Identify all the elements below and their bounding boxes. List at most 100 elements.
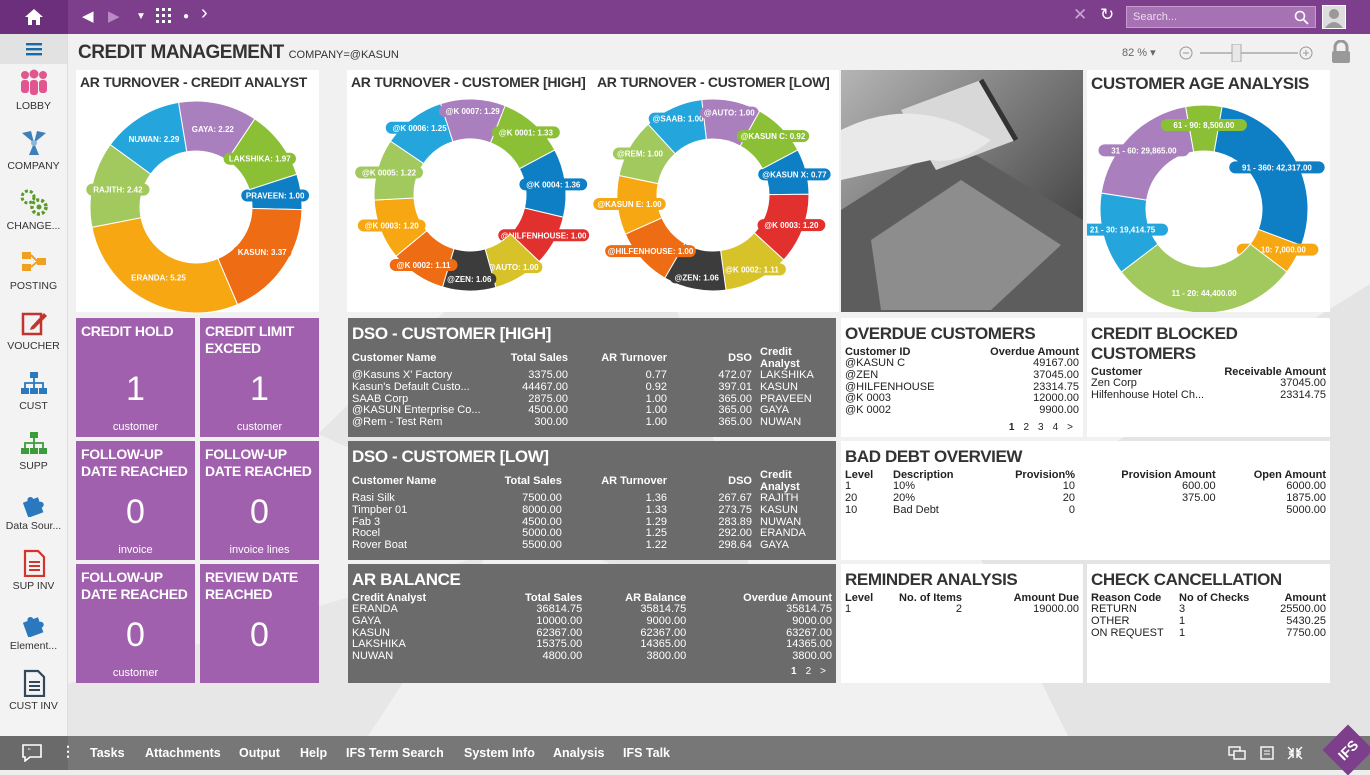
sidebar-item-change[interactable]: CHANGE... [0,184,67,244]
table-row[interactable]: RETURN 3 25500.00 [1091,603,1326,615]
page-link[interactable]: 1 [1008,422,1015,433]
sidebar-item-voucher[interactable]: VOUCHER [0,304,67,364]
table-row[interactable]: 1 10% 10 600.00 6000.00 [845,480,1326,492]
sidebar: LOBBY COMPANY CHANGE... POSTING VOUCHER … [0,34,68,736]
tasks-link[interactable]: Tasks [90,746,125,760]
age-donut-chart[interactable]: 91 - 360: 42,317.00 1 - 10: 7,000.00 11 - … [1077,96,1330,314]
donut-slice[interactable] [91,217,239,314]
table-row[interactable]: NUWAN 4800.00 3800.00 3800.00 [352,650,832,663]
table-row[interactable]: ERANDA 36814.75 35814.75 35814.75 [352,603,832,615]
chat-button[interactable]: “ [0,736,68,770]
data-label: @ZEN: 1.06 [442,272,497,285]
list-icon[interactable] [1258,746,1274,760]
table-row[interactable]: Timpber 01 8000.00 1.33 273.75 KASUN [352,503,798,516]
home-button[interactable] [0,0,68,34]
sidebar-item-data-sources[interactable]: Data Sour... [0,484,67,544]
zoom-slider[interactable] [1178,44,1328,62]
ifs-talk-link[interactable]: IFS Talk [623,746,671,760]
table-row[interactable]: @K 0002 9900.00 [845,404,1079,417]
table-row[interactable]: @KASUN C 49167.00 [845,357,1079,369]
close-icon[interactable]: ✕ [1073,5,1088,24]
table-row[interactable]: 10 Bad Debt 0 5000.00 [845,503,1326,516]
data-label: PRAVEEN: 1.00 [241,189,310,202]
credit-limit-tile[interactable]: CREDIT LIMIT EXCEED 1 customer [200,318,319,437]
dso-high-table: Customer Name Total Sales AR Turnover DS… [348,346,836,429]
windows-icon[interactable] [1228,746,1246,760]
table-row[interactable]: @Rem - Test Rem 300.00 1.00 365.00 NUWAN [352,416,802,429]
term-search-link[interactable]: IFS Term Search [346,746,444,760]
table-row[interactable]: SAAB Corp 2875.00 1.00 365.00 PRAVEEN [352,392,812,405]
avatar[interactable] [1322,5,1346,29]
sidebar-item-posting[interactable]: POSTING [0,244,67,304]
sidebar-item-sup-inv[interactable]: SUP INV [0,544,67,604]
table-row[interactable]: Rasi Silk 7500.00 1.36 267.67 RAJITH [352,492,799,504]
analyst-donut-chart[interactable]: PRAVEEN: 1.00 KASUN: 3.37 ERANDA: 5.25 RAJI… [76,94,319,314]
review-date-tile[interactable]: REVIEW DATE REACHED 0 [200,564,319,683]
data-label: NUWAN: 2.29 [124,132,184,145]
page-link[interactable]: 4 [1052,422,1059,433]
back-icon[interactable]: ◀ [82,8,94,25]
page-link[interactable]: 2 [805,666,812,677]
more-vertical-icon[interactable]: ⋮ [61,743,75,759]
menu-button[interactable] [0,34,67,64]
page-link[interactable]: 1 [791,666,797,677]
chevron-right-icon[interactable]: › [201,2,208,24]
table-row[interactable]: Rocel 5000.00 1.25 292.00 ERANDA [352,527,806,540]
table-row[interactable]: Rover Boat 5500.00 1.22 298.64 GAYA [352,539,789,552]
sidebar-item-company[interactable]: COMPANY [0,124,67,184]
table-row[interactable]: OTHER 1 5430.25 [1091,614,1326,627]
ar-balance-panel: AR BALANCE Credit Analyst Total Sales AR… [348,564,836,683]
followup-lines-tile[interactable]: FOLLOW-UP DATE REACHED 0 invoice lines [200,441,319,560]
tile-value: 0 [126,616,145,654]
data-label: @SAAB: 1.00 [648,112,708,125]
sidebar-item-elements[interactable]: Element... [0,604,67,664]
table-row[interactable]: @K 0003 12000.00 [845,392,1079,405]
credit-hold-tile[interactable]: CREDIT HOLD 1 customer [76,318,195,437]
table-row[interactable]: @ZEN 37045.00 [845,368,1079,381]
sidebar-item-lobby[interactable]: LOBBY [0,64,67,124]
output-link[interactable]: Output [239,746,280,760]
attachments-link[interactable]: Attachments [145,746,221,760]
page-link[interactable]: 3 [1038,422,1044,433]
next-page-link[interactable]: > [820,666,826,677]
table-row[interactable]: Kasun's Default Custo... 44467.00 0.92 397.… [352,380,798,393]
table-row[interactable]: KASUN 62367.00 62367.00 63267.00 [352,626,832,639]
lock-icon[interactable] [1330,40,1352,64]
table-row[interactable]: @Kasuns X' Factory 3375.00 0.77 472.07 LAKSH… [352,369,814,381]
sidebar-item-cust[interactable]: CUST [0,364,67,424]
next-page-link[interactable]: > [1067,422,1073,433]
refresh-icon[interactable]: ↻ [1100,5,1115,24]
search-icon[interactable] [1294,10,1309,25]
history-dropdown-icon[interactable]: ▼ [136,11,146,22]
data-label: @K 0003: 1.20 [357,219,426,232]
low-donut-chart[interactable]: @KASUN X: 0.77 @K 0003: 1.20 @K 0002: 1.11… [593,92,839,312]
pagination[interactable]: 1 2 > [782,666,826,677]
table-row[interactable]: LAKSHIKA 15375.00 14365.00 14365.00 [352,638,832,651]
forward-icon[interactable]: ▶ [108,8,120,25]
table-row[interactable]: 20 20% 20 375.00 1875.00 [845,491,1326,504]
dot-icon[interactable]: ● [183,11,190,22]
collapse-icon[interactable] [1286,745,1304,761]
svg-text:@SAAB: 1.00: @SAAB: 1.00 [653,115,704,124]
donut-slice[interactable] [1120,243,1288,314]
sidebar-item-supp[interactable]: SUPP [0,424,67,484]
high-donut-chart[interactable]: @K 0004: 1.36 @HILFENHOUSE: 1.00 @AUTO: 1.… [347,92,593,312]
system-info-link[interactable]: System Info [464,746,535,760]
help-link[interactable]: Help [300,746,328,760]
table-row[interactable]: 1 2 19000.00 [845,603,1079,615]
table-row[interactable]: GAYA 10000.00 9000.00 9000.00 [352,614,832,627]
table-row[interactable]: @HILFENHOUSE 23314.75 [845,380,1079,393]
analysis-link[interactable]: Analysis [553,746,605,760]
table-row[interactable]: ON REQUEST 1 7750.00 [1091,626,1326,639]
page-link[interactable]: 2 [1023,422,1030,433]
apps-grid-icon[interactable] [156,8,172,29]
table-row[interactable]: Hilfenhouse Hotel Ch... 23314.75 [1091,388,1326,401]
table-row[interactable]: @KASUN Enterprise Co... 4500.00 1.00 365.00… [352,404,789,417]
search-input[interactable]: Search... [1126,6,1316,28]
sidebar-item-cust-inv[interactable]: CUST INV [0,664,67,724]
followup-invoice-tile[interactable]: FOLLOW-UP DATE REACHED 0 invoice [76,441,195,560]
followup-customer-tile[interactable]: FOLLOW-UP DATE REACHED 0 customer [76,564,195,683]
pagination[interactable]: 1 2 3 4 > [1000,422,1073,433]
table-row[interactable]: Fab 3 4500.00 1.29 283.89 NUWAN [352,515,802,528]
table-row[interactable]: Zen Corp 37045.00 [1091,377,1326,389]
